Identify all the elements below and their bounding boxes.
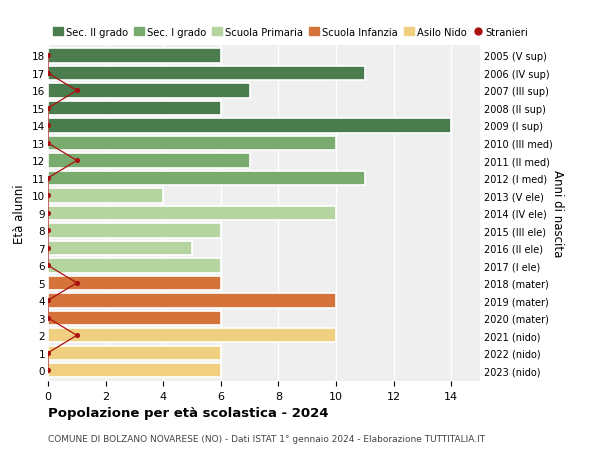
Point (43, 175, 53, 182)
Bar (48, 311, 221, 325)
Point (72, 280, 82, 287)
Point (72, 157, 82, 165)
Bar (48, 241, 192, 256)
Bar (48, 224, 221, 238)
Text: Popolazione per età scolastica - 2024: Popolazione per età scolastica - 2024 (48, 406, 329, 419)
Bar (48, 258, 221, 273)
Point (43, 70, 53, 78)
Bar (48, 136, 336, 151)
Bar (48, 154, 250, 168)
Point (43, 192, 53, 200)
Bar (48, 364, 221, 378)
Point (43, 53, 53, 60)
Legend: Sec. II grado, Sec. I grado, Scuola Primaria, Scuola Infanzia, Asilo Nido, Stran: Sec. II grado, Sec. I grado, Scuola Prim… (53, 28, 529, 38)
Bar (48, 119, 451, 133)
Point (43, 123, 53, 130)
Bar (48, 189, 163, 203)
Text: COMUNE DI BOLZANO NOVARESE (NO) - Dati ISTAT 1° gennaio 2024 - Elaborazione TUTT: COMUNE DI BOLZANO NOVARESE (NO) - Dati I… (48, 434, 485, 443)
Point (72, 88, 82, 95)
Bar (48, 67, 365, 81)
Point (43, 140, 53, 147)
Bar (48, 84, 250, 98)
Point (43, 314, 53, 322)
Point (43, 245, 53, 252)
Bar (48, 346, 221, 360)
Point (43, 262, 53, 269)
Point (43, 210, 53, 217)
Y-axis label: Età alunni: Età alunni (13, 184, 26, 243)
Bar (48, 101, 221, 116)
Bar (48, 49, 221, 63)
Y-axis label: Anni di nascita: Anni di nascita (551, 170, 564, 257)
Bar (48, 294, 336, 308)
Point (43, 349, 53, 357)
Point (43, 227, 53, 235)
Point (43, 105, 53, 112)
Bar (48, 171, 365, 186)
Bar (48, 329, 336, 343)
Point (43, 367, 53, 374)
Bar (48, 276, 221, 291)
Bar (48, 206, 336, 221)
Point (43, 297, 53, 304)
Point (72, 332, 82, 339)
